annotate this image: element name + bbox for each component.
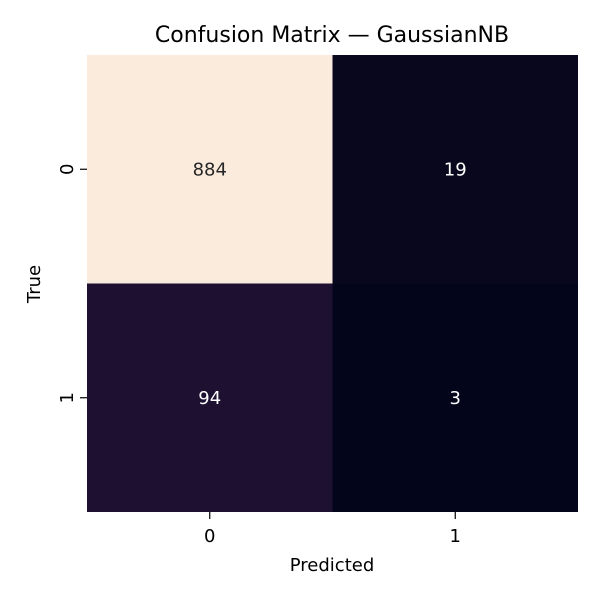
cell-value-0-0: 884 [193, 159, 227, 180]
y-axis-label: True [24, 265, 45, 304]
cell-value-1-0: 94 [198, 388, 221, 409]
heatmap-cell-1-0 [87, 283, 333, 512]
heatmap-cells: 884 19 94 3 [87, 55, 578, 512]
x-axis-label: Predicted [290, 555, 375, 576]
heatmap-cell-1-1 [332, 283, 578, 512]
x-tick-label-0: 0 [204, 526, 215, 547]
cell-value-1-1: 3 [450, 388, 461, 409]
axis-ticks: 0 1 0 1 [57, 164, 461, 547]
heatmap-cell-0-1 [332, 55, 578, 284]
cell-value-0-1: 19 [444, 159, 467, 180]
heatmap-cell-0-0 [87, 55, 333, 284]
y-tick-label-1: 1 [57, 392, 78, 403]
x-tick-label-1: 1 [450, 526, 461, 547]
chart-title: Confusion Matrix — GaussianNB [155, 23, 509, 48]
y-tick-label-0: 0 [57, 164, 78, 175]
